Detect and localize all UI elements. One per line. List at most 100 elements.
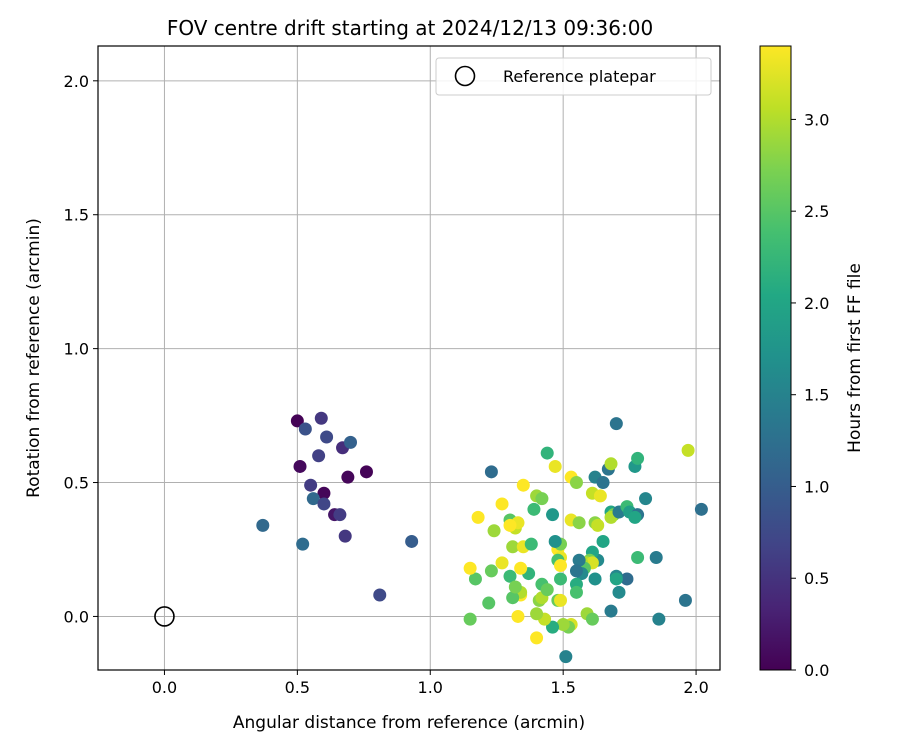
data-point xyxy=(593,489,607,503)
data-point xyxy=(508,580,522,594)
scatter-points xyxy=(256,411,708,664)
data-point xyxy=(569,476,583,490)
reference-platepar-marker xyxy=(154,606,175,627)
data-point xyxy=(503,569,517,583)
colorbar: 0.0 0.5 1.0 1.5 2.0 2.5 3.0 Hours from first F… xyxy=(759,45,865,680)
data-point xyxy=(681,443,695,457)
data-point xyxy=(678,593,692,607)
data-point xyxy=(530,631,544,645)
data-point xyxy=(649,551,663,565)
colorbar-label: Hours from first FF file xyxy=(845,263,865,453)
data-point xyxy=(495,556,509,570)
data-point xyxy=(482,596,496,610)
data-point xyxy=(631,451,645,465)
data-point xyxy=(596,534,610,548)
data-point xyxy=(306,492,320,506)
y-tick-label: 1.5 xyxy=(64,206,89,225)
data-point xyxy=(609,572,623,586)
data-point xyxy=(554,559,568,573)
data-point xyxy=(516,478,530,492)
data-point xyxy=(639,492,653,506)
y-tick-label: 2.0 xyxy=(64,72,89,91)
data-point xyxy=(304,478,318,492)
data-point xyxy=(556,617,570,631)
x-tick-label: 2.0 xyxy=(683,678,708,697)
y-axis-label: Rotation from reference (arcmin) xyxy=(24,218,44,498)
data-point xyxy=(535,492,549,506)
colorbar-tick-label: 2.0 xyxy=(804,294,829,313)
data-point xyxy=(548,534,562,548)
data-point xyxy=(572,553,586,567)
data-point xyxy=(359,465,373,479)
data-point xyxy=(596,476,610,490)
y-tick-label: 0.5 xyxy=(64,474,89,493)
data-point xyxy=(506,591,520,605)
data-point xyxy=(320,430,334,444)
data-point xyxy=(604,457,618,471)
data-point xyxy=(527,502,541,516)
data-point xyxy=(569,564,583,578)
data-point xyxy=(612,585,626,599)
colorbar-tick-label: 3.0 xyxy=(804,110,829,129)
data-point xyxy=(333,508,347,522)
data-point xyxy=(463,561,477,575)
data-point xyxy=(405,534,419,548)
data-point xyxy=(546,508,560,522)
data-point xyxy=(540,446,554,460)
data-point xyxy=(591,518,605,532)
data-point xyxy=(514,561,528,575)
data-point xyxy=(344,435,358,449)
data-point xyxy=(585,612,599,626)
plot-frame xyxy=(97,45,721,671)
data-point xyxy=(588,572,602,586)
x-axis-label: Angular distance from reference (arcmin) xyxy=(233,713,585,733)
data-point xyxy=(468,572,482,586)
data-point xyxy=(503,518,517,532)
data-point xyxy=(604,604,618,618)
colorbar-tick-label: 1.0 xyxy=(804,477,829,496)
data-point xyxy=(540,583,554,597)
data-point xyxy=(296,537,310,551)
data-point xyxy=(554,593,568,607)
data-point xyxy=(463,612,477,626)
data-point xyxy=(293,459,307,473)
data-point xyxy=(506,540,520,554)
data-point xyxy=(694,502,708,516)
y-tick-label: 0.0 xyxy=(64,607,89,626)
colorbar-tick-label: 1.5 xyxy=(804,386,829,405)
data-point xyxy=(569,585,583,599)
data-point xyxy=(546,620,560,634)
data-point xyxy=(338,529,352,543)
data-point xyxy=(256,518,270,532)
legend-box xyxy=(435,57,712,96)
data-point xyxy=(495,497,509,511)
data-point xyxy=(530,607,544,621)
data-point xyxy=(628,510,642,524)
data-point xyxy=(317,486,331,500)
data-point xyxy=(314,411,328,425)
colorbar-gradient xyxy=(759,45,792,671)
legend: Reference platepar xyxy=(435,57,712,96)
data-point xyxy=(484,564,498,578)
data-point xyxy=(373,588,387,602)
data-point xyxy=(572,516,586,530)
data-point xyxy=(524,537,538,551)
legend-open-circle-icon xyxy=(454,65,476,87)
chart-title: FOV centre drift starting at 2024/12/13 … xyxy=(167,16,653,40)
data-point xyxy=(484,465,498,479)
data-point xyxy=(341,470,355,484)
data-point xyxy=(290,414,304,428)
colorbar-tick-label: 0.0 xyxy=(804,661,829,680)
x-tick-label: 1.0 xyxy=(418,678,443,697)
x-tick-label: 0.0 xyxy=(152,678,177,697)
data-point xyxy=(298,422,312,436)
data-point xyxy=(554,572,568,586)
data-point xyxy=(511,609,525,623)
data-point xyxy=(317,497,331,511)
data-point xyxy=(548,459,562,473)
data-point xyxy=(312,449,326,463)
data-point xyxy=(559,650,573,664)
data-point xyxy=(471,510,485,524)
